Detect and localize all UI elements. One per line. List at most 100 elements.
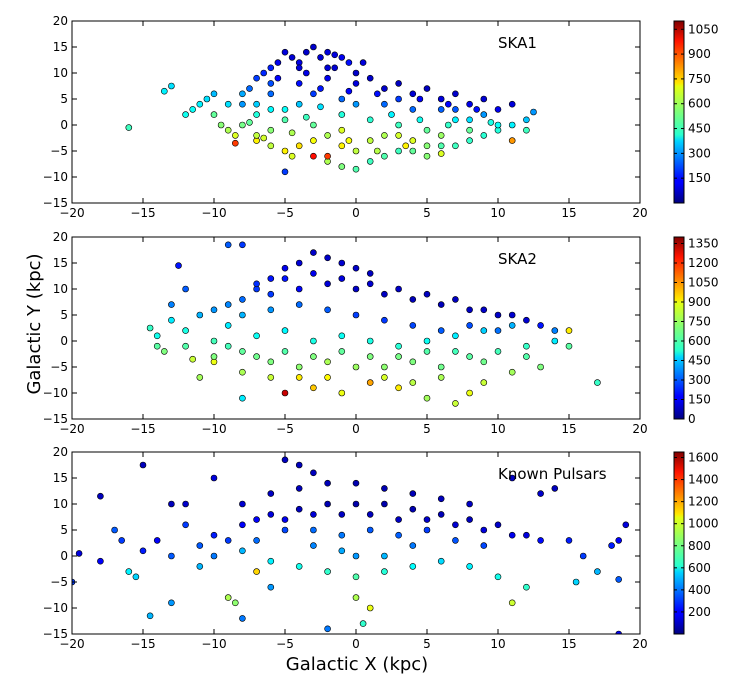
panel-title: SKA1 xyxy=(498,34,537,52)
data-point xyxy=(281,516,289,523)
data-point xyxy=(494,121,502,129)
data-point xyxy=(466,322,473,329)
data-point xyxy=(466,100,473,108)
data-point xyxy=(352,165,360,173)
data-point xyxy=(281,348,289,355)
data-point xyxy=(523,342,530,350)
y-tick-label: −10 xyxy=(43,386,68,400)
data-point xyxy=(288,54,296,61)
data-point xyxy=(409,505,417,513)
data-point xyxy=(494,327,502,334)
data-point xyxy=(224,322,232,329)
x-tick-label: −20 xyxy=(59,422,84,436)
x-tick-label: −20 xyxy=(59,637,84,651)
data-point xyxy=(409,490,417,497)
data-point xyxy=(381,500,388,508)
colorbar-tick-label: 400 xyxy=(688,583,711,597)
data-point xyxy=(295,259,303,267)
data-point xyxy=(565,537,573,544)
data-point xyxy=(224,342,232,350)
data-point xyxy=(274,74,282,82)
data-point xyxy=(395,95,402,103)
data-point xyxy=(437,363,445,371)
data-point xyxy=(267,90,275,98)
data-point xyxy=(310,337,317,345)
data-point xyxy=(295,285,303,293)
data-point xyxy=(224,100,232,108)
data-point xyxy=(366,337,374,345)
data-point xyxy=(168,599,175,607)
data-point xyxy=(196,542,204,549)
data-point xyxy=(338,348,346,355)
data-point xyxy=(295,485,303,492)
data-point xyxy=(444,121,452,129)
data-point xyxy=(239,394,246,402)
data-point xyxy=(267,583,275,591)
data-point xyxy=(565,342,573,350)
data-point xyxy=(302,48,310,56)
colorbar-tick-label: 1000 xyxy=(688,517,719,531)
data-point xyxy=(324,358,331,366)
data-point xyxy=(508,322,516,329)
data-point xyxy=(310,90,317,98)
data-point xyxy=(267,64,275,72)
data-point xyxy=(352,285,360,293)
data-point xyxy=(395,342,402,350)
data-point xyxy=(423,85,431,92)
data-point xyxy=(622,521,630,529)
data-point xyxy=(381,290,388,298)
data-point xyxy=(523,531,530,539)
data-point xyxy=(395,132,402,139)
colorbar-gradient xyxy=(673,451,685,635)
data-point xyxy=(253,100,260,108)
x-tick-label: 5 xyxy=(423,206,431,220)
data-point xyxy=(338,95,346,103)
data-point xyxy=(125,124,133,131)
data-point xyxy=(494,106,502,113)
data-point xyxy=(310,152,317,160)
data-point xyxy=(366,137,374,144)
data-point xyxy=(182,521,189,529)
y-tick-label: 5 xyxy=(60,523,68,537)
data-point xyxy=(153,537,161,544)
data-point xyxy=(189,106,196,113)
data-point xyxy=(125,568,133,575)
data-point xyxy=(345,137,353,144)
data-point xyxy=(565,327,573,334)
data-point xyxy=(373,147,381,155)
scatter-points xyxy=(146,241,601,407)
colorbar-tick-label: 1200 xyxy=(688,495,719,509)
data-point xyxy=(267,106,275,113)
y-tick-label: 15 xyxy=(53,40,68,54)
data-point xyxy=(466,563,473,570)
data-point xyxy=(381,100,388,108)
data-point xyxy=(210,306,218,314)
x-tick-label: 0 xyxy=(352,206,360,220)
data-point xyxy=(437,142,445,150)
data-point xyxy=(508,599,516,607)
data-point xyxy=(246,119,253,126)
x-tick-label: 0 xyxy=(352,637,360,651)
data-point xyxy=(182,111,189,118)
data-point xyxy=(480,379,488,386)
data-point xyxy=(352,500,360,508)
data-point xyxy=(267,290,275,298)
data-point xyxy=(594,379,601,386)
data-point xyxy=(310,137,317,144)
data-point xyxy=(480,111,488,118)
data-point xyxy=(239,311,246,319)
data-point xyxy=(239,121,246,129)
data-point xyxy=(310,511,317,518)
data-point xyxy=(239,368,246,376)
data-point xyxy=(253,280,260,288)
x-tick-label: 20 xyxy=(632,422,647,436)
data-point xyxy=(480,95,488,103)
data-point xyxy=(423,394,431,402)
y-tick-label: 0 xyxy=(60,334,68,348)
data-point xyxy=(366,116,374,124)
colorbar-tick-label: 300 xyxy=(688,373,711,387)
x-tick-label: 10 xyxy=(490,422,505,436)
colorbar-tick-label: 150 xyxy=(688,393,711,407)
data-point xyxy=(324,625,331,633)
